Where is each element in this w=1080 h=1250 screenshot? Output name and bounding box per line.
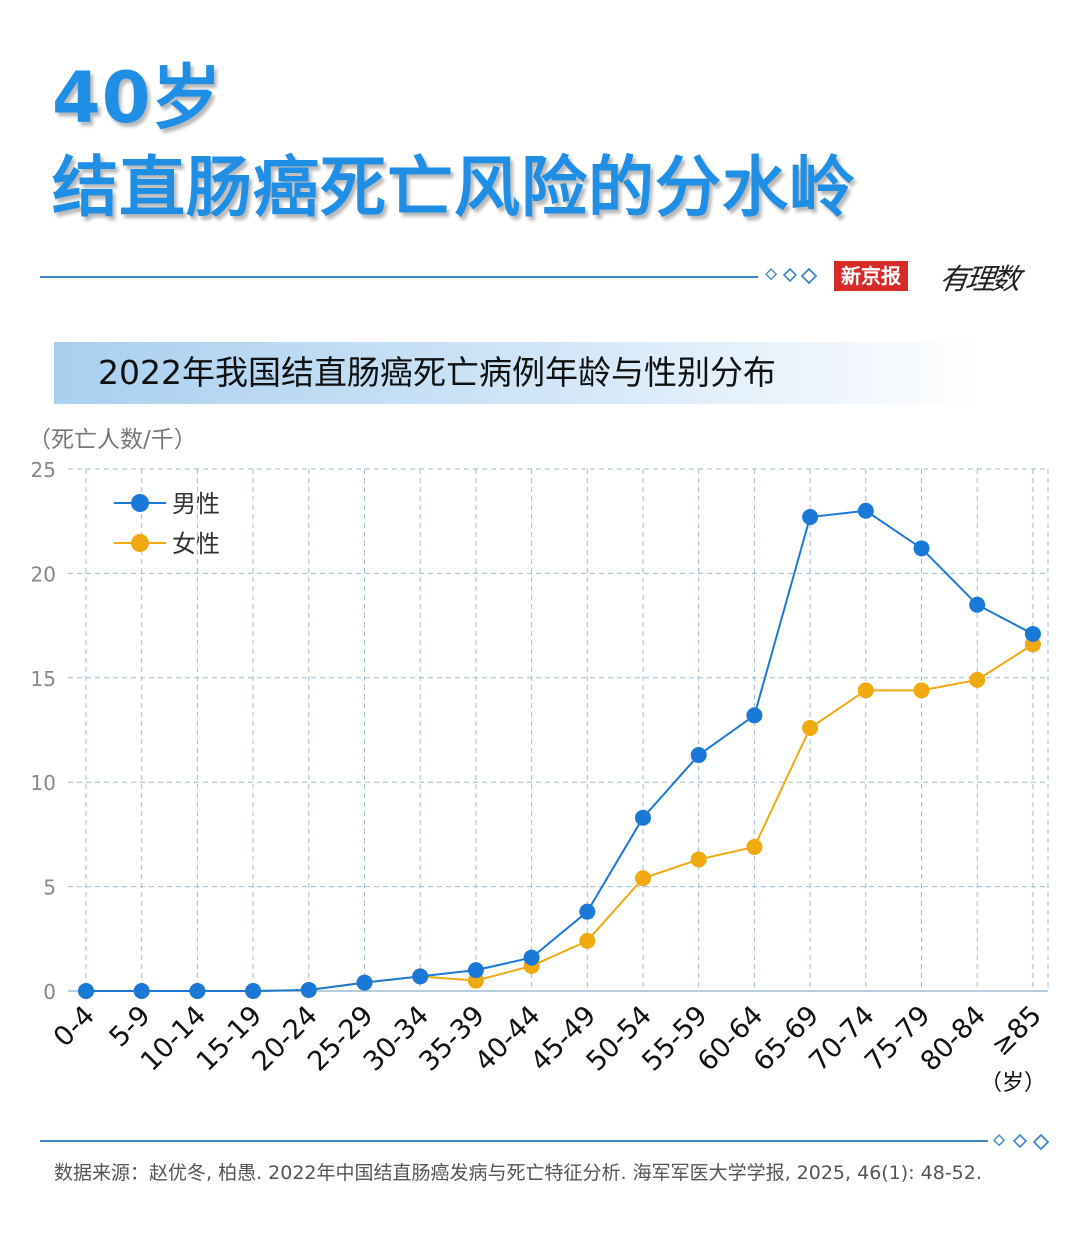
- series-line-female: [86, 643, 1034, 992]
- x-tick-label: 0-4: [48, 1000, 101, 1053]
- legend-label: 男性: [172, 490, 220, 518]
- y-axis-title: （死亡人数/千）: [28, 427, 197, 453]
- data-point-female: [746, 838, 763, 855]
- chart-title-banner: 2022年我国结直肠癌死亡病例年龄与性别分布: [54, 342, 984, 404]
- data-point-female: [857, 682, 874, 699]
- data-point-male: [746, 707, 763, 724]
- data-source-note: 数据来源：赵优冬, 柏愚. 2022年中国结直肠癌发病与死亡特征分析. 海军军医…: [54, 1162, 982, 1184]
- data-point-female: [579, 932, 596, 949]
- y-tick-label: 25: [31, 458, 56, 482]
- legend-label: 女性: [172, 530, 220, 558]
- data-point-female: [690, 851, 707, 868]
- data-point-male: [579, 903, 596, 920]
- diamond-ornament-icon: [993, 1133, 1050, 1151]
- data-point-male: [857, 502, 874, 519]
- data-point-male: [78, 983, 94, 999]
- legend-swatch-marker: [131, 534, 149, 552]
- data-point-male: [802, 509, 819, 526]
- data-point-female: [913, 682, 930, 699]
- data-point-male: [467, 962, 484, 979]
- data-point-male: [1024, 625, 1041, 642]
- y-tick-label: 10: [31, 771, 56, 795]
- chart-title: 2022年我国结直肠癌死亡病例年龄与性别分布: [98, 353, 776, 392]
- data-point-male: [635, 809, 651, 826]
- data-point-male: [300, 981, 317, 998]
- data-point-male: [189, 983, 206, 999]
- data-point-male: [356, 974, 373, 991]
- data-point-male: [412, 968, 429, 985]
- y-tick-label: 0: [43, 980, 56, 1004]
- data-point-female: [969, 671, 986, 688]
- brand-row: 新京报 有理数: [0, 256, 1080, 298]
- data-point-male: [523, 949, 540, 966]
- data-point-male: [969, 596, 986, 613]
- headline-line-1: 40岁: [52, 57, 223, 139]
- data-point-female: [802, 719, 819, 736]
- data-point-male: [133, 983, 150, 999]
- x-tick-label: ≥85: [986, 1000, 1048, 1062]
- series-line-male: [86, 509, 1034, 992]
- diamond-ornament-icon: [765, 267, 818, 285]
- x-axis-title: （岁）: [980, 1071, 1046, 1096]
- data-point-male: [690, 747, 707, 764]
- y-tick-label: 15: [31, 667, 56, 691]
- x-tick-label: 80-84: [915, 1000, 992, 1077]
- data-point-male: [913, 540, 930, 557]
- y-tick-label: 5: [43, 876, 56, 900]
- legend-swatch-marker: [131, 494, 149, 512]
- footer-divider: [40, 1140, 988, 1142]
- brand-divider: [40, 276, 758, 278]
- data-point-male: [245, 983, 262, 999]
- data-point-female: [635, 870, 651, 887]
- y-tick-label: 20: [31, 562, 56, 586]
- brand-logo: 新京报: [834, 261, 908, 291]
- footer-row: [0, 1128, 1080, 1156]
- headline-line-2: 结直肠癌死亡风险的分水岭: [52, 149, 856, 226]
